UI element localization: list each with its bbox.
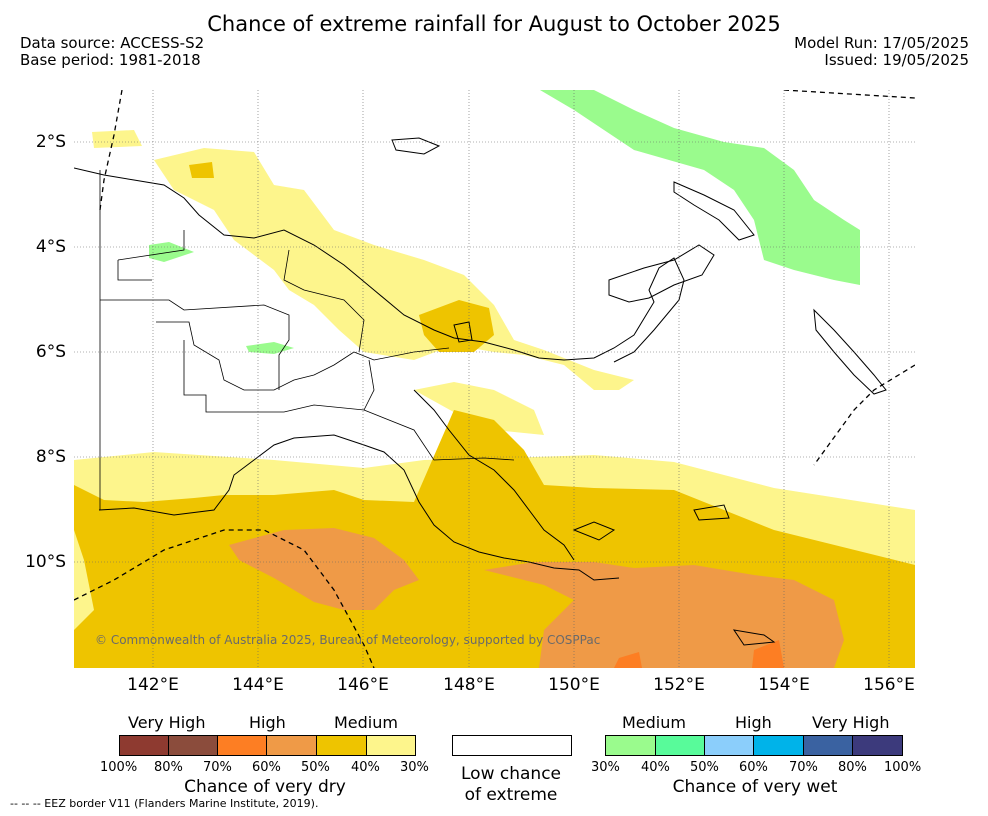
meta-left: Data source: ACCESS-S2 Base period: 1981…: [20, 35, 204, 69]
lon-label-150e: 150°E: [548, 675, 600, 695]
rainfall-map: [74, 90, 915, 668]
wet-swatch-80-100: [852, 735, 903, 756]
wet-tick-100: 100%: [884, 760, 922, 775]
wet-legend-title: Chance of very wet: [672, 777, 838, 797]
dry-swatch-60-50: [266, 735, 317, 756]
dry-extreme-zone: [614, 640, 784, 668]
dry-legend-title: Chance of very dry: [184, 777, 346, 797]
wet-swatch-60-70: [753, 735, 804, 756]
wet-swatch-40-50: [655, 735, 705, 756]
wet-tick-80: 80%: [838, 760, 867, 775]
wet-tick-50: 50%: [690, 760, 719, 775]
lat-label-2s: 2°S: [35, 132, 66, 152]
dry-head-medium: Medium: [334, 713, 398, 732]
wet-tick-40: 40%: [641, 760, 670, 775]
meta-right: Model Run: 17/05/2025 Issued: 19/05/2025: [794, 35, 969, 69]
wet-head-very-high: Very High: [812, 713, 890, 732]
wet-swatch-30-40: [605, 735, 656, 756]
wet-tick-60: 60%: [739, 760, 768, 775]
dry-swatch-40-30: [366, 735, 416, 756]
wet-swatch-50-60: [704, 735, 754, 756]
lat-label-6s: 6°S: [35, 342, 66, 362]
dry-tick-70: 70%: [203, 760, 232, 775]
lat-label-4s: 4°S: [35, 237, 66, 257]
dry-tick-40: 40%: [351, 760, 380, 775]
lon-label-156e: 156°E: [863, 675, 915, 695]
model-run: Model Run: 17/05/2025: [794, 34, 969, 52]
base-period: Base period: 1981-2018: [20, 51, 201, 69]
data-source: Data source: ACCESS-S2: [20, 34, 205, 52]
wet-tick-30: 30%: [591, 760, 620, 775]
dry-tick-100: 100%: [100, 760, 138, 775]
province-boundaries: [99, 170, 515, 510]
dry-swatch-100-80: [119, 735, 169, 756]
lat-label-8s: 8°S: [35, 447, 66, 467]
low-chance-swatch: [452, 735, 572, 756]
wet-tick-70: 70%: [789, 760, 818, 775]
issued-date: Issued: 19/05/2025: [824, 51, 969, 69]
dry-head-very-high: Very High: [128, 713, 206, 732]
dry-tick-60: 60%: [252, 760, 281, 775]
lon-label-154e: 154°E: [758, 675, 810, 695]
wet-head-medium: Medium: [622, 713, 686, 732]
dry-swatch-70-60: [217, 735, 267, 756]
low-chance-line1: Low chance: [461, 764, 561, 784]
gridlines: [74, 90, 915, 668]
wet-swatch-70-80: [803, 735, 853, 756]
low-chance-line2: of extreme: [464, 785, 558, 805]
dry-swatch-50-40: [316, 735, 367, 756]
eez-border-note: -- -- -- EEZ border V11 (Flanders Marine…: [10, 797, 319, 810]
lon-label-148e: 148°E: [443, 675, 495, 695]
lon-label-152e: 152°E: [653, 675, 705, 695]
eez-borders: [74, 90, 915, 668]
wet-head-high: High: [735, 713, 772, 732]
dry-tick-30: 30%: [400, 760, 429, 775]
lon-label-144e: 144°E: [232, 675, 284, 695]
lon-label-142e: 142°E: [127, 675, 179, 695]
lat-label-10s: 10°S: [25, 552, 66, 572]
page-title: Chance of extreme rainfall for August to…: [207, 12, 781, 36]
lon-label-146e: 146°E: [337, 675, 389, 695]
dry-tick-80: 80%: [154, 760, 183, 775]
dry-head-high: High: [249, 713, 286, 732]
coastlines: [74, 137, 887, 646]
dry-swatch-80-70: [168, 735, 218, 756]
dry-tick-50: 50%: [301, 760, 330, 775]
map-copyright: © Commonwealth of Australia 2025, Bureau…: [95, 633, 601, 647]
